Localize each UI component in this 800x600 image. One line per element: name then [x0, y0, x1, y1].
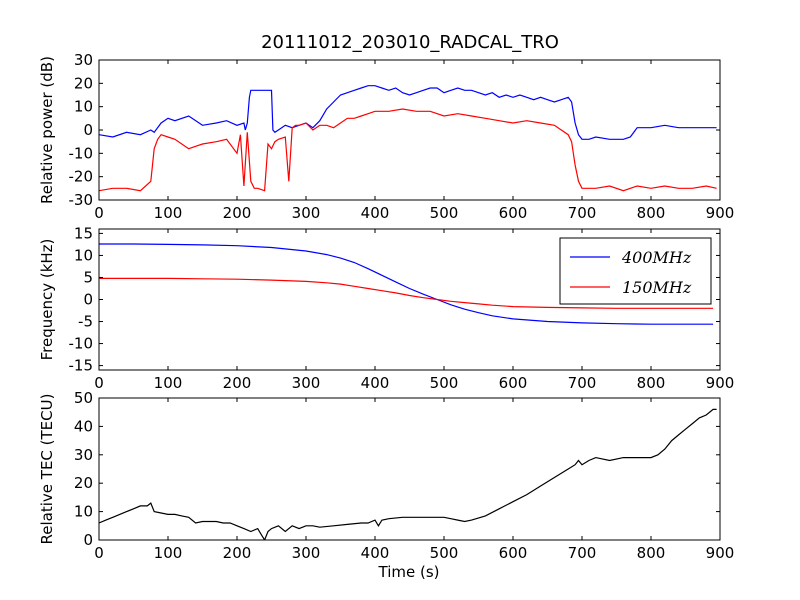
y-tick-label: 0 [83, 121, 93, 139]
x-tick-label: 600 [499, 374, 528, 392]
y-tick-label: 0 [83, 291, 93, 309]
x-tick-label: 0 [94, 374, 104, 392]
series-line-2-2 [99, 277, 714, 309]
y-tick-label: -10 [69, 335, 94, 353]
x-axis-label: Time (s) [378, 563, 440, 581]
y-tick-label: 0 [83, 531, 93, 549]
y-tick-label: -10 [69, 144, 94, 162]
x-tick-label: 200 [223, 544, 252, 562]
y-tick-label: -5 [78, 313, 93, 331]
y-tick-label: 5 [83, 268, 93, 286]
y-tick-label: 30 [74, 446, 93, 464]
y-axis-label-3: Relative TEC (TECU) [38, 394, 56, 545]
x-tick-label: 0 [94, 544, 104, 562]
panel-3: 0 100 200 300 400 500 600 700 800 900 0 10 20 30 40 50 R… [38, 389, 734, 562]
legend: 400MHz 150MHz [559, 237, 712, 305]
x-tick-label: 500 [430, 374, 459, 392]
x-tick-label: 600 [499, 544, 528, 562]
y-tick-label: 30 [74, 51, 93, 69]
panels: 0 100 200 300 400 500 600 700 800 900-30-20-10010… [38, 51, 734, 562]
y-tick-label: 20 [74, 474, 93, 492]
legend-box [559, 237, 712, 305]
series-line-3-1 [99, 408, 717, 540]
x-tick-label: 100 [154, 544, 183, 562]
y-tick-label: 20 [74, 74, 93, 92]
chart-title: 20111012_203010_RADCAL_TRO [261, 32, 559, 53]
x-tick-label: 600 [499, 204, 528, 222]
panel-2: 0 100 200 300 400 500 600 700 800 900 -15 -10 -5 0 5 10… [38, 224, 734, 392]
x-tick-label: 400 [361, 374, 390, 392]
y-tick-label: -30 [69, 191, 94, 209]
y-tick-label: 10 [74, 98, 93, 116]
x-tick-label: 300 [292, 204, 321, 222]
x-tick-label: 800 [637, 374, 666, 392]
x-tick-label: 0 [94, 204, 104, 222]
y-tick-label: 50 [74, 389, 93, 407]
x-tick-label: 800 [637, 544, 666, 562]
series-line-1-1 [99, 85, 717, 140]
y-tick-label: -15 [69, 357, 94, 375]
y-tick-label: 15 [74, 224, 93, 242]
x-tick-label: 200 [223, 204, 252, 222]
y-axis-label-2: Frequency (kHz) [38, 239, 56, 361]
series-line-1-2 [99, 108, 717, 192]
series-line-2-1 [99, 243, 714, 325]
x-tick-label: 200 [223, 374, 252, 392]
x-tick-label: 100 [154, 374, 183, 392]
x-tick-label: 100 [154, 204, 183, 222]
x-tick-label: 500 [430, 544, 459, 562]
y-tick-label: 40 [74, 417, 93, 435]
x-tick-label: 900 [706, 204, 735, 222]
y-tick-label: 10 [74, 246, 93, 264]
x-tick-label: 900 [706, 544, 735, 562]
panel-1: 0 100 200 300 400 500 600 700 800 900 -30 -20 -10 0 10… [38, 51, 734, 222]
legend-label: 400MHz [621, 248, 692, 267]
x-tick-label: 700 [568, 204, 597, 222]
x-tick-label: 700 [568, 374, 597, 392]
x-tick-label: 300 [292, 544, 321, 562]
x-tick-label: 700 [568, 544, 597, 562]
x-tick-label: 900 [706, 374, 735, 392]
x-tick-label: 400 [361, 204, 390, 222]
x-tick-label: 800 [637, 204, 666, 222]
y-tick-label: 10 [74, 503, 93, 521]
plot-frame-3 [98, 397, 721, 541]
legend-label: 150MHz [622, 278, 692, 297]
x-tick-label: 300 [292, 374, 321, 392]
plot-frame-1 [98, 59, 721, 201]
x-tick-label: 400 [361, 544, 390, 562]
x-tick-label: 500 [430, 204, 459, 222]
y-tick-label: -20 [69, 168, 94, 186]
y-axis-label-1: Relative power (dB) [38, 56, 56, 204]
